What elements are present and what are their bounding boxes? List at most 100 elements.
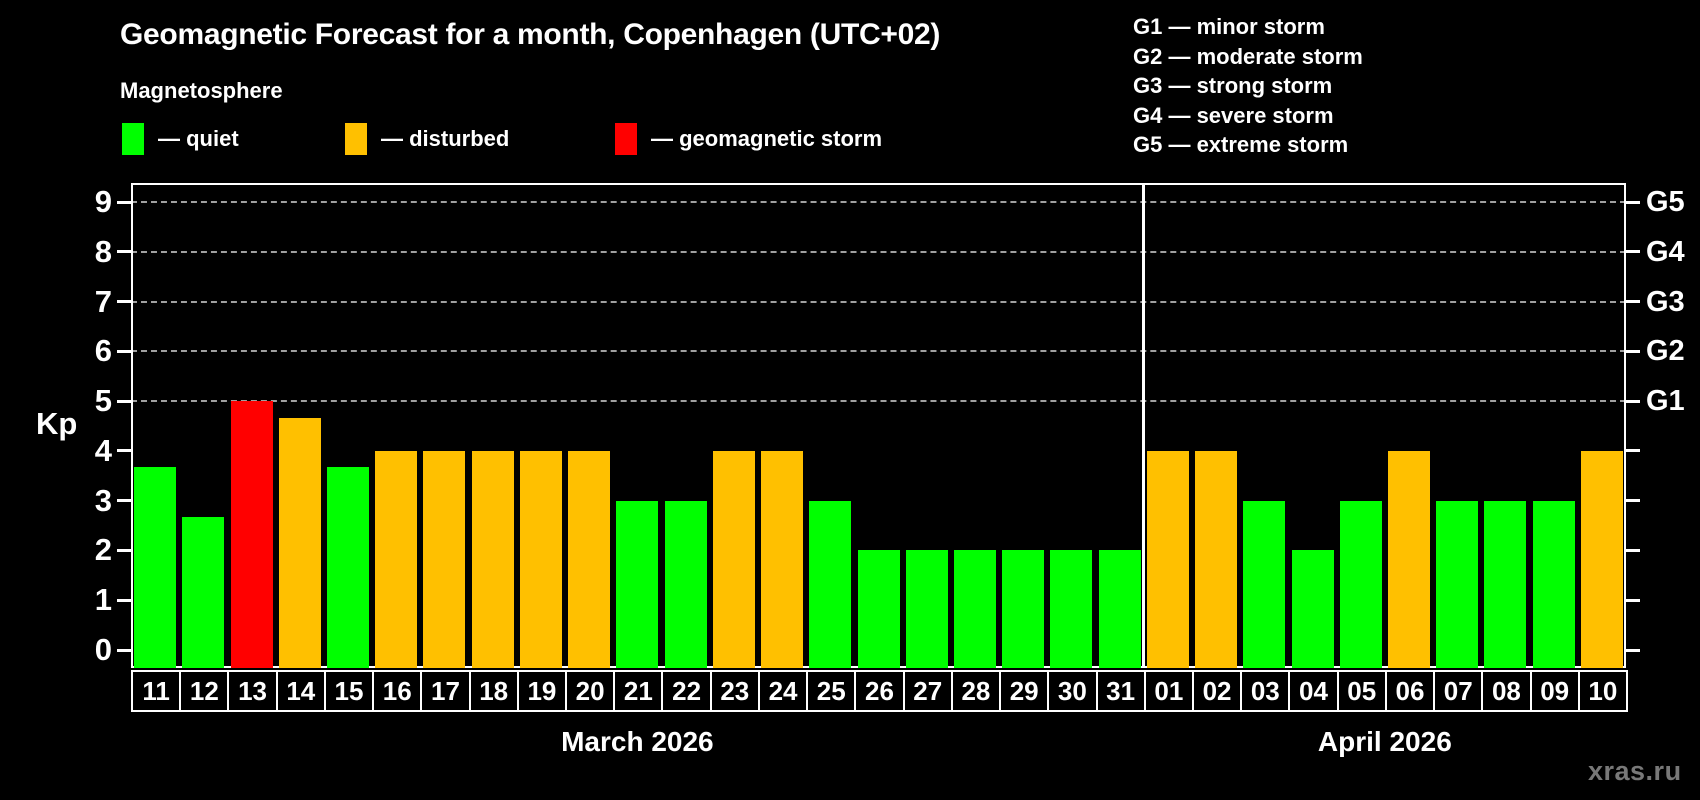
y-axis-tick-label: 6 — [94, 333, 112, 369]
date-cell: 13 — [227, 670, 278, 712]
storm-scale-line: G3 — strong storm — [1133, 73, 1333, 98]
kp-bar — [568, 450, 611, 668]
right-axis-tick — [1626, 349, 1640, 353]
y-axis-tick — [117, 548, 131, 552]
date-cell: 15 — [323, 670, 375, 712]
y-axis-tick-label: 8 — [94, 233, 112, 269]
y-axis-tick-label: 4 — [94, 432, 112, 468]
kp-bar — [1050, 550, 1093, 668]
gridline — [131, 300, 1626, 303]
right-axis-tick — [1626, 399, 1640, 403]
month-label: April 2026 — [1317, 726, 1452, 757]
date-cell: 26 — [854, 670, 905, 712]
kp-bar — [182, 517, 225, 668]
date-cell: 20 — [565, 670, 616, 712]
y-axis-tick — [117, 399, 131, 403]
legend-item-label: — geomagnetic storm — [651, 126, 883, 151]
date-cell: 17 — [420, 670, 471, 712]
date-cell: 03 — [1240, 670, 1291, 712]
storm-scale-line: G4 — severe storm — [1133, 102, 1334, 128]
kp-bar — [1243, 500, 1286, 668]
month-separator — [1142, 183, 1146, 668]
legend-item-label: — quiet — [158, 126, 239, 151]
y-axis-tick — [117, 598, 131, 602]
date-cell: 12 — [179, 670, 230, 712]
page-title: Geomagnetic Forecast for a month, Copenh… — [120, 18, 941, 51]
right-axis-tick — [1626, 648, 1640, 652]
legend-item-label: — disturbed — [381, 126, 510, 151]
date-cell: 10 — [1577, 670, 1628, 712]
gridline — [131, 201, 1626, 203]
right-axis-tick — [1626, 548, 1640, 552]
date-cell: 23 — [709, 670, 760, 712]
date-cell: 08 — [1481, 670, 1532, 712]
kp-bar — [664, 500, 707, 668]
right-axis-tick — [1626, 300, 1640, 304]
gridline — [131, 400, 1626, 403]
date-cell: 27 — [902, 670, 953, 712]
date-cell: 05 — [1336, 670, 1387, 712]
date-cell: 14 — [275, 670, 326, 712]
date-cell: 30 — [1047, 670, 1098, 712]
kp-bar — [1580, 450, 1623, 668]
kp-bar — [471, 450, 514, 668]
watermark: xras.ru — [1588, 756, 1682, 786]
kp-bar — [1195, 450, 1238, 668]
y-axis-tick-label: 0 — [94, 632, 112, 667]
kp-bar — [230, 401, 273, 668]
magnetosphere-label: Magnetosphere — [120, 78, 283, 103]
kp-bar — [616, 500, 659, 668]
quiet-swatch-icon — [122, 123, 144, 155]
kp-bar — [1098, 550, 1141, 668]
storm-scale-line: G5 — extreme storm — [1133, 132, 1349, 157]
date-cell: 19 — [516, 670, 568, 712]
kp-bar — [1291, 550, 1334, 668]
y-axis-tick — [117, 300, 131, 304]
kp-bar — [423, 450, 466, 668]
date-cell: 01 — [1143, 670, 1194, 712]
kp-bar — [134, 467, 177, 668]
y-axis-tick-label: 7 — [94, 283, 112, 319]
kp-bar — [905, 550, 948, 668]
kp-bar — [857, 550, 900, 668]
storm-scale-line: G2 — moderate storm — [1133, 43, 1363, 69]
kp-bar — [375, 450, 418, 668]
right-axis-tick — [1626, 499, 1640, 503]
g-level-label: G1 — [1646, 385, 1685, 418]
y-axis-tick-label: 9 — [94, 184, 112, 219]
y-axis-tick — [117, 449, 131, 453]
legend-item: — disturbed — [345, 122, 509, 156]
date-cell: 29 — [999, 670, 1050, 712]
kp-bar — [1339, 500, 1382, 668]
date-cell: 25 — [806, 670, 857, 712]
date-cell: 06 — [1384, 670, 1436, 712]
kp-bar — [1484, 500, 1527, 668]
date-cell: 11 — [131, 670, 182, 712]
date-cell: 18 — [468, 670, 519, 712]
kp-bar — [1532, 500, 1575, 668]
date-cell: 28 — [950, 670, 1002, 712]
date-cell: 02 — [1191, 670, 1243, 712]
kp-bar — [761, 450, 804, 668]
right-axis-tick — [1626, 598, 1640, 602]
g-level-label: G4 — [1646, 235, 1685, 268]
date-cell: 21 — [613, 670, 664, 712]
y-axis-tick — [117, 499, 131, 503]
g-level-label: G5 — [1646, 186, 1685, 218]
kp-bar — [953, 550, 996, 668]
date-cell: 09 — [1529, 670, 1580, 712]
g-level-label: G3 — [1646, 285, 1685, 318]
kp-bar — [1387, 450, 1430, 668]
kp-bar — [1436, 500, 1479, 668]
kp-bar — [1002, 550, 1045, 668]
y-axis-tick-label: 2 — [94, 532, 112, 568]
right-axis-tick — [1626, 200, 1640, 204]
y-axis-title: Kp — [36, 406, 78, 441]
right-axis-tick — [1626, 250, 1640, 254]
storm-scale-line: G1 — minor storm — [1133, 14, 1325, 39]
kp-bar — [519, 450, 562, 668]
disturbed-swatch-icon — [345, 123, 367, 155]
date-cell: 07 — [1433, 670, 1484, 712]
date-cell: 22 — [661, 670, 712, 712]
kp-bar — [809, 500, 852, 668]
